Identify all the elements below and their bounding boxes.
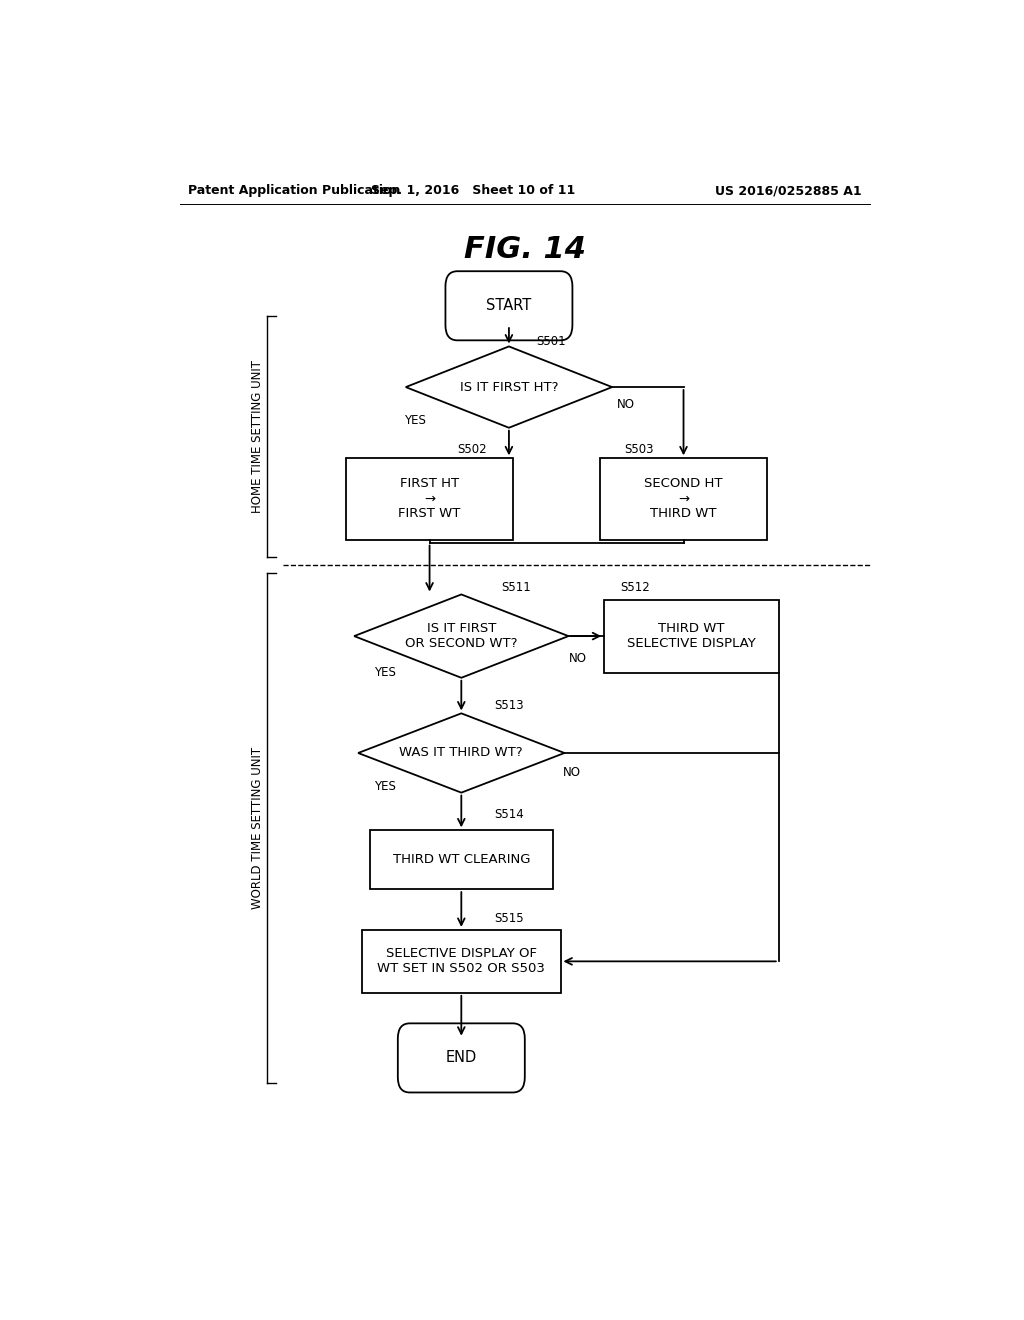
Text: FIG. 14: FIG. 14: [464, 235, 586, 264]
FancyBboxPatch shape: [445, 271, 572, 341]
Text: THIRD WT
SELECTIVE DISPLAY: THIRD WT SELECTIVE DISPLAY: [627, 622, 756, 651]
Text: IS IT FIRST
OR SECOND WT?: IS IT FIRST OR SECOND WT?: [406, 622, 517, 651]
Bar: [346, 458, 513, 540]
Text: WORLD TIME SETTING UNIT: WORLD TIME SETTING UNIT: [251, 747, 264, 909]
Text: SECOND HT
→
THIRD WT: SECOND HT → THIRD WT: [644, 478, 723, 520]
Text: S503: S503: [624, 442, 653, 455]
Text: YES: YES: [374, 780, 396, 793]
Text: Sep. 1, 2016   Sheet 10 of 11: Sep. 1, 2016 Sheet 10 of 11: [371, 185, 575, 198]
Text: YES: YES: [374, 667, 396, 680]
Text: NO: NO: [563, 766, 581, 779]
Bar: [370, 830, 553, 890]
Text: YES: YES: [404, 414, 426, 428]
Bar: [362, 929, 560, 993]
Text: START: START: [486, 298, 531, 313]
Text: US 2016/0252885 A1: US 2016/0252885 A1: [716, 185, 862, 198]
Text: S512: S512: [620, 581, 650, 594]
Text: S513: S513: [495, 698, 524, 711]
Polygon shape: [406, 346, 612, 428]
Text: SELECTIVE DISPLAY OF
WT SET IN S502 OR S503: SELECTIVE DISPLAY OF WT SET IN S502 OR S…: [378, 948, 545, 975]
Bar: [604, 599, 778, 673]
Polygon shape: [358, 713, 564, 792]
Polygon shape: [354, 594, 568, 677]
Text: S501: S501: [537, 335, 566, 348]
Text: NO: NO: [616, 397, 635, 411]
Bar: [600, 458, 767, 540]
FancyBboxPatch shape: [397, 1023, 524, 1093]
Text: FIRST HT
→
FIRST WT: FIRST HT → FIRST WT: [398, 478, 461, 520]
Text: S511: S511: [501, 581, 530, 594]
Text: THIRD WT CLEARING: THIRD WT CLEARING: [392, 853, 530, 866]
Text: Patent Application Publication: Patent Application Publication: [187, 185, 400, 198]
Text: HOME TIME SETTING UNIT: HOME TIME SETTING UNIT: [251, 360, 264, 513]
Text: S514: S514: [495, 808, 524, 821]
Text: S502: S502: [458, 442, 487, 455]
Text: END: END: [445, 1051, 477, 1065]
Text: NO: NO: [569, 652, 587, 665]
Text: S515: S515: [495, 912, 524, 925]
Text: WAS IT THIRD WT?: WAS IT THIRD WT?: [399, 747, 523, 759]
Text: IS IT FIRST HT?: IS IT FIRST HT?: [460, 380, 558, 393]
